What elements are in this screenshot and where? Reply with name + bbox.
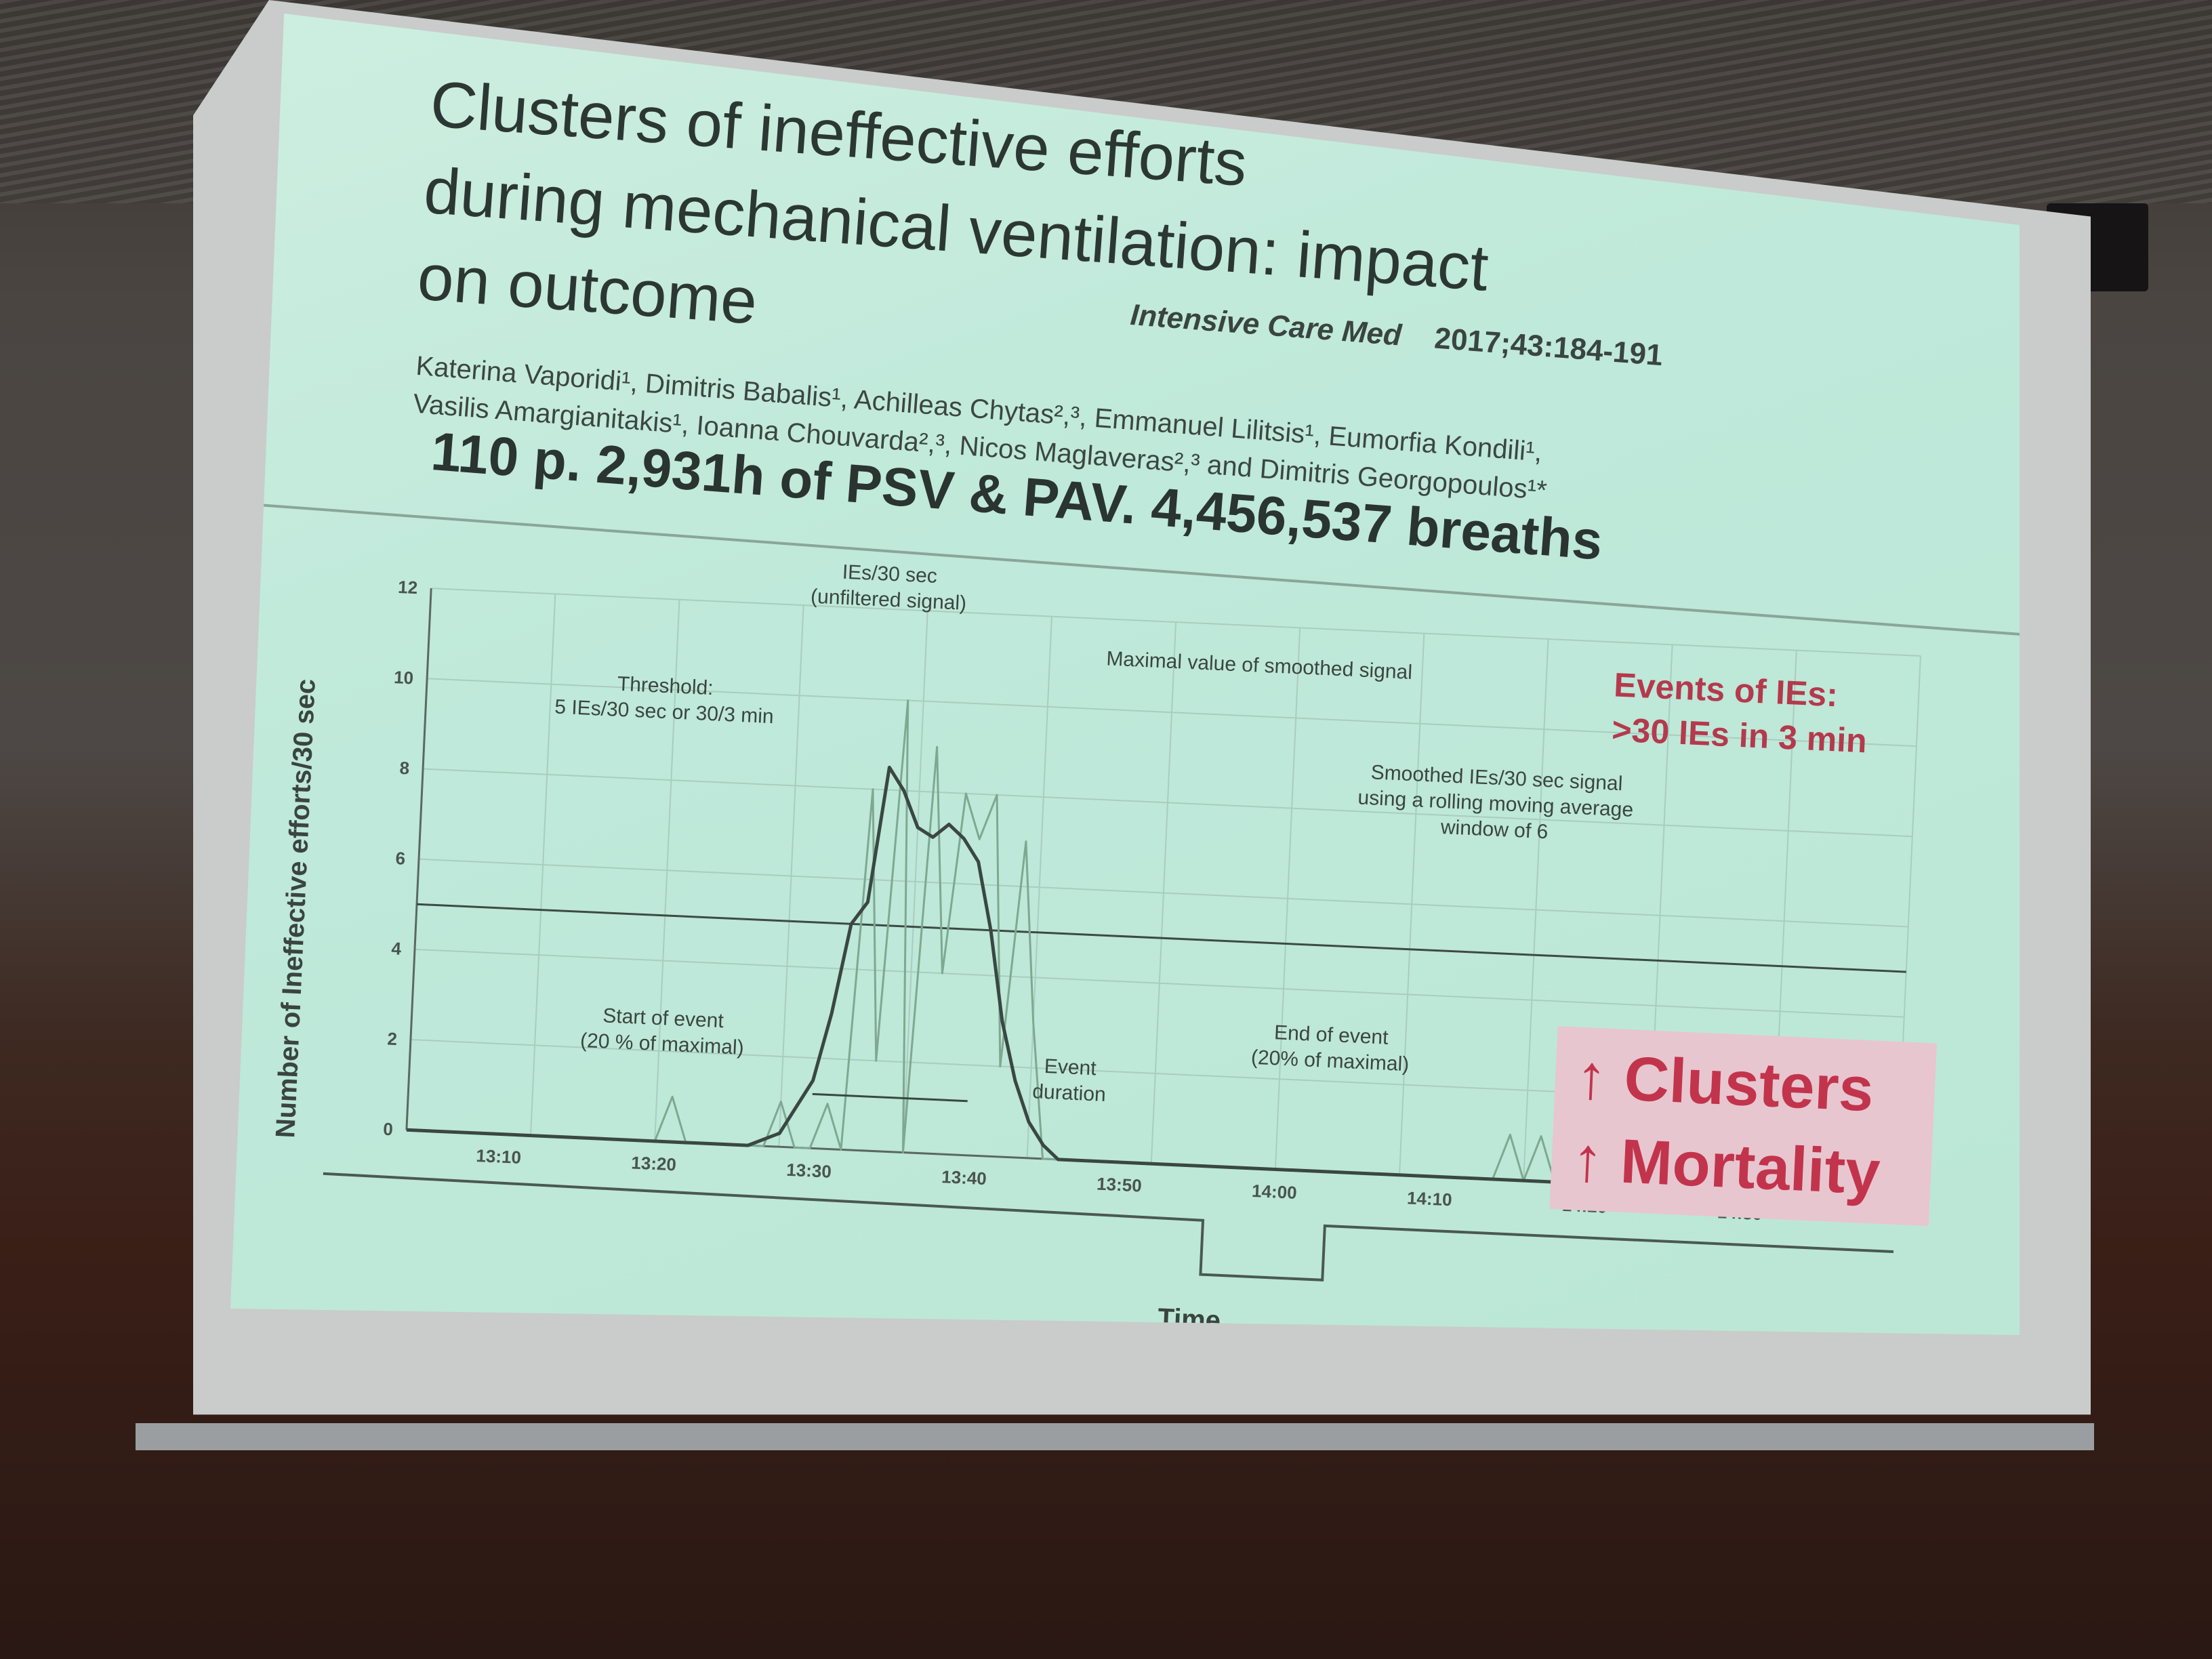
grid-line-horizontal (431, 588, 1921, 657)
threshold-annotation: Threshold: 5 IEs/30 sec or 30/3 min (554, 669, 776, 731)
events-of-ies-callout: Events of IEs: >30 IEs in 3 min (1611, 662, 1870, 763)
grid-line-horizontal (414, 948, 1904, 1018)
y-tick-label: 0 (383, 1119, 394, 1140)
y-tick-label: 4 (391, 938, 402, 959)
ies-unfiltered-annotation: IEs/30 sec (unfiltered signal) (810, 558, 968, 617)
x-tick-label: 13:40 (941, 1166, 987, 1189)
ie-cluster-chart: 0 2 4 6 8 10 12 13:10 13:20 13:30 13:40 13:50 14:00 1… (270, 529, 2020, 1335)
threshold-line (416, 903, 1906, 973)
start-of-event-annotation: Start of event (20 % of maximal) (579, 1002, 745, 1061)
grid-line-horizontal (423, 768, 1912, 838)
projection-screen-base (136, 1423, 2094, 1450)
x-tick-label: 13:30 (786, 1160, 832, 1182)
smoothed-annotation: Smoothed IEs/30 sec signal using a rolli… (1356, 759, 1635, 848)
event-line-1: Event (1044, 1054, 1097, 1080)
smoothed-signal-line (406, 765, 1896, 1200)
x-tick-label: 14:00 (1252, 1181, 1298, 1203)
y-tick-label: 8 (399, 758, 410, 779)
y-axis-line (405, 588, 432, 1130)
grid-line-horizontal (427, 678, 1917, 747)
y-tick-label: 10 (394, 667, 414, 688)
y-tick-label: 12 (398, 577, 418, 598)
y-tick-label: 6 (395, 848, 406, 869)
mortality-line: ↑ Mortality (1570, 1124, 1882, 1208)
event-duration-arrow (812, 1092, 968, 1103)
x-tick-label: 13:10 (476, 1145, 522, 1168)
x-tick-label: 14:10 (1406, 1187, 1452, 1210)
presentation-slide: Clusters of ineffective efforts during m… (230, 14, 2020, 1335)
grid-line-horizontal (418, 858, 1908, 928)
clusters-mortality-callout: ↑ Clusters ↑ Mortality (1549, 1026, 1938, 1227)
x-tick-label: 13:20 (631, 1152, 677, 1174)
y-tick-label: 2 (387, 1029, 398, 1050)
timeline-bar (323, 1172, 1894, 1282)
event-duration-annotation: Event duration (1032, 1053, 1108, 1108)
clusters-line: ↑ Clusters (1574, 1042, 1875, 1125)
end-of-event-annotation: End of event (20% of maximal) (1250, 1019, 1411, 1078)
event-line-2: duration (1031, 1080, 1107, 1106)
x-tick-label: 13:50 (1097, 1174, 1143, 1196)
